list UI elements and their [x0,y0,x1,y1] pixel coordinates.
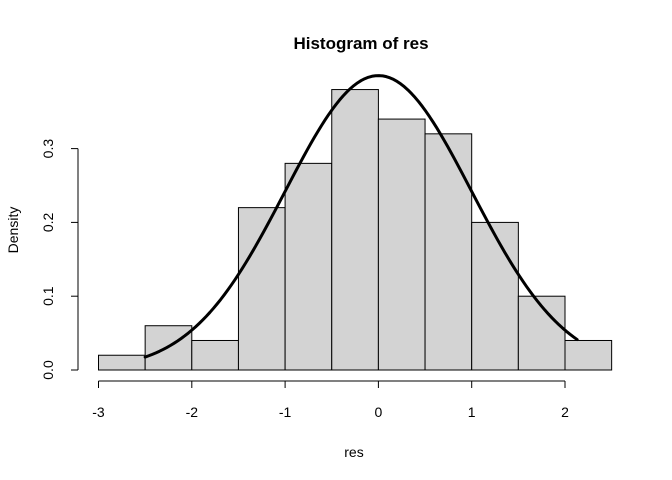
histogram-bar [98,354,146,371]
x-axis-label: res [344,444,363,460]
y-axis: 0.0 0.1 0.2 0.3 [40,139,79,380]
x-tick-label: 1 [468,404,476,420]
histogram-bar [284,162,333,371]
histogram-bar [424,133,473,371]
density-curve [143,74,579,359]
x-tick-label: -2 [186,404,199,420]
histogram-bar [471,221,519,371]
x-axis: -3 -2 -1 0 1 2 [92,380,569,420]
y-tick-label: 0.0 [40,360,56,380]
y-tick-label: 0.1 [40,286,56,306]
x-tick-label: -3 [92,404,105,420]
histogram-bar [191,339,239,371]
histogram-bar [331,89,379,371]
x-tick-label: 2 [561,404,569,420]
chart-title: Histogram of res [293,34,428,53]
y-tick-label: 0.3 [40,139,56,159]
x-tick-label: 0 [375,404,383,420]
histogram-bar [377,118,426,371]
histogram-bars [98,89,613,371]
histogram-bar [237,207,286,371]
y-axis-label: Density [5,207,21,254]
y-tick-label: 0.2 [40,212,56,232]
histogram-bar [564,339,613,371]
x-tick-label: -1 [279,404,292,420]
